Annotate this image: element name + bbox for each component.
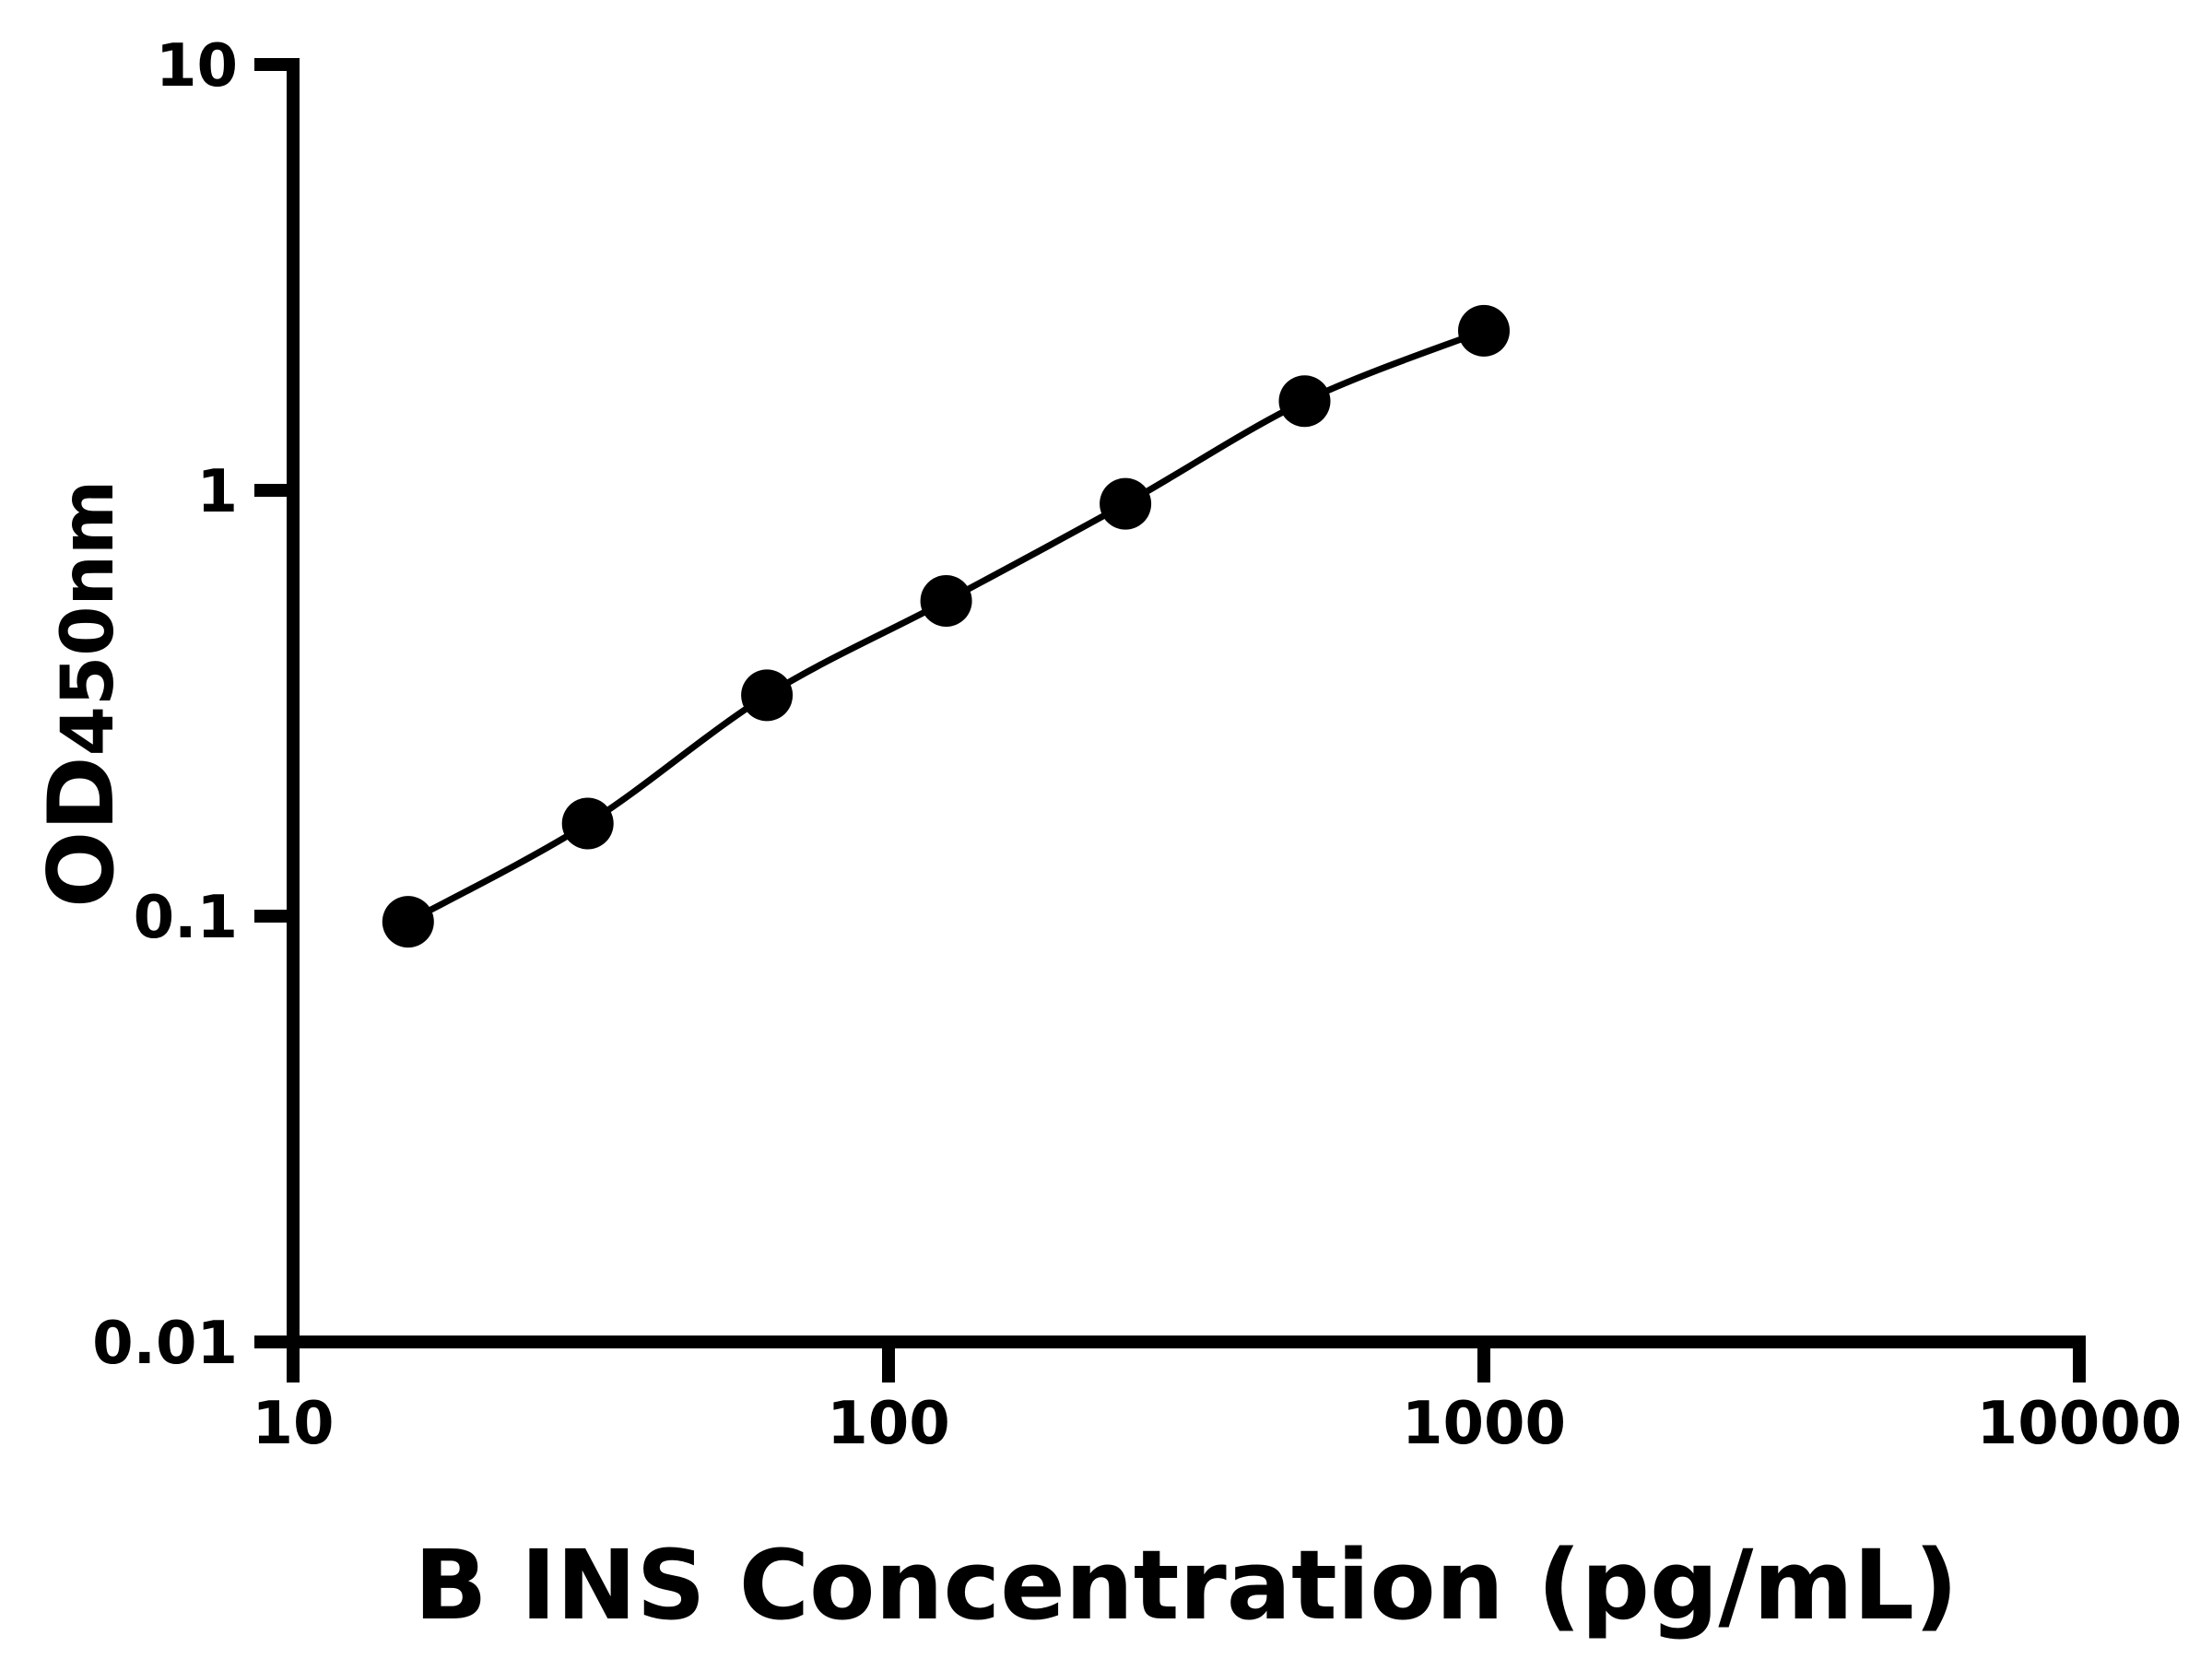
x-tick-label: 10 bbox=[252, 1390, 334, 1458]
data-point bbox=[1458, 304, 1510, 357]
y-axis-title: OD450nm bbox=[29, 480, 135, 908]
x-tick-label: 1000 bbox=[1402, 1390, 1566, 1458]
y-tick-label: 0.1 bbox=[134, 884, 238, 952]
data-point bbox=[561, 797, 614, 850]
x-axis-title: B INS Concentration (pg/mL) bbox=[414, 1529, 1958, 1641]
axes-layer: 0.01 0.1 1 10 10 100 1000 10000 bbox=[92, 32, 2182, 1458]
y-tick-label: 10 bbox=[156, 32, 238, 100]
svg-text:OD450nm: OD450nm bbox=[29, 480, 135, 908]
x-tick-label: 100 bbox=[827, 1390, 950, 1458]
y-axis-title-subscript: 450nm bbox=[47, 480, 130, 757]
y-tick-label: 0.01 bbox=[92, 1310, 238, 1378]
data-point bbox=[382, 896, 434, 948]
x-tick-label: 10000 bbox=[1977, 1390, 2183, 1458]
data-point bbox=[920, 575, 972, 627]
series-layer bbox=[382, 304, 1510, 948]
data-point bbox=[1100, 477, 1152, 530]
y-tick-label: 1 bbox=[196, 458, 238, 526]
data-point bbox=[1278, 375, 1331, 428]
data-point bbox=[741, 669, 794, 722]
y-axis-title-main: OD bbox=[29, 756, 135, 908]
